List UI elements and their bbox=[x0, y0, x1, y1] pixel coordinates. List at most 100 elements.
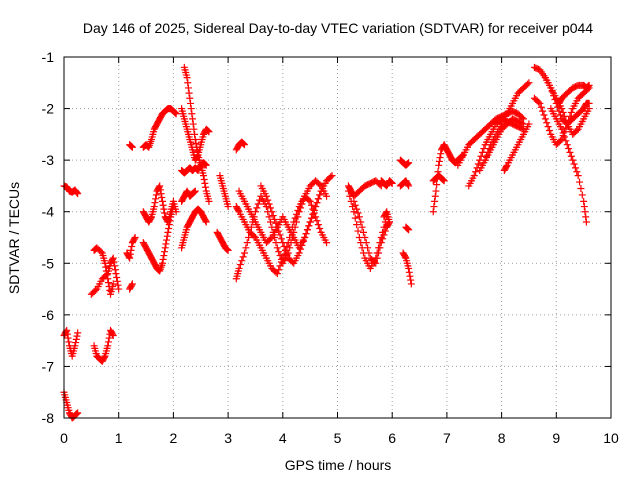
data-point bbox=[241, 249, 249, 257]
data-point bbox=[308, 214, 316, 222]
data-point bbox=[147, 214, 155, 222]
data-point bbox=[109, 280, 117, 288]
data-point bbox=[156, 186, 164, 194]
x-tick-label: 4 bbox=[279, 430, 287, 446]
data-point bbox=[298, 241, 306, 249]
data-point bbox=[354, 209, 362, 217]
y-tick-label: -4 bbox=[42, 204, 55, 220]
data-point bbox=[111, 262, 119, 270]
data-point bbox=[277, 258, 285, 266]
data-point bbox=[188, 110, 196, 118]
data-point bbox=[273, 270, 281, 278]
data-point bbox=[580, 197, 588, 205]
series-arc-26 bbox=[344, 187, 391, 272]
data-point bbox=[104, 275, 112, 283]
data-point bbox=[266, 204, 274, 212]
data-point bbox=[235, 264, 243, 272]
data-point bbox=[308, 201, 316, 209]
data-point bbox=[162, 240, 170, 248]
data-point bbox=[191, 188, 199, 196]
data-point bbox=[358, 223, 366, 231]
data-point bbox=[375, 249, 383, 257]
data-point bbox=[187, 105, 195, 113]
x-axis-label: GPS time / hours bbox=[285, 457, 392, 473]
data-point bbox=[73, 332, 81, 340]
data-point bbox=[275, 248, 283, 256]
data-point bbox=[200, 175, 208, 183]
data-point bbox=[105, 334, 113, 342]
data-point bbox=[435, 161, 443, 169]
data-point bbox=[184, 84, 192, 92]
data-point bbox=[185, 89, 193, 97]
data-point bbox=[470, 172, 478, 180]
data-point bbox=[365, 249, 373, 257]
data-point bbox=[537, 103, 545, 111]
data-point bbox=[407, 276, 415, 284]
data-point bbox=[566, 148, 574, 156]
data-point bbox=[104, 342, 112, 350]
data-point bbox=[302, 230, 310, 238]
data-point bbox=[223, 246, 231, 254]
series-arc-19 bbox=[216, 172, 232, 211]
data-point bbox=[64, 334, 72, 342]
data-point bbox=[518, 119, 526, 127]
data-point bbox=[388, 179, 396, 187]
data-point bbox=[403, 160, 411, 168]
data-point bbox=[202, 161, 210, 169]
data-point bbox=[204, 127, 212, 135]
data-point bbox=[558, 125, 566, 133]
data-point bbox=[265, 213, 273, 221]
data-point bbox=[359, 228, 367, 236]
data-point bbox=[151, 199, 159, 207]
data-point bbox=[275, 266, 283, 274]
data-point bbox=[102, 267, 110, 275]
series-arc-9 bbox=[126, 141, 136, 151]
data-point bbox=[536, 99, 544, 107]
data-point bbox=[563, 141, 571, 149]
series-arc-6 bbox=[90, 244, 117, 298]
data-point bbox=[127, 142, 135, 150]
data-point bbox=[190, 188, 198, 196]
series-arc-1 bbox=[60, 182, 82, 198]
series-arc-11 bbox=[139, 203, 177, 275]
data-point bbox=[114, 281, 122, 289]
data-point bbox=[430, 203, 438, 211]
y-tick-label: -8 bbox=[42, 410, 55, 426]
x-tick-label: 8 bbox=[498, 430, 506, 446]
data-point bbox=[241, 141, 249, 149]
data-point bbox=[276, 231, 284, 239]
series-arc-32 bbox=[399, 249, 415, 288]
data-point bbox=[570, 160, 578, 168]
data-point bbox=[191, 187, 199, 195]
data-point bbox=[128, 143, 136, 151]
data-point bbox=[559, 129, 567, 137]
data-point bbox=[277, 235, 285, 243]
data-point bbox=[223, 245, 231, 253]
series-arc-37 bbox=[465, 115, 527, 190]
data-point bbox=[316, 191, 324, 199]
data-point bbox=[382, 209, 390, 217]
data-point bbox=[201, 179, 209, 187]
data-point bbox=[280, 243, 288, 251]
series-arc-28 bbox=[377, 177, 396, 190]
data-point bbox=[273, 223, 281, 231]
data-point bbox=[401, 253, 409, 261]
data-point bbox=[309, 210, 317, 218]
data-point bbox=[403, 224, 411, 232]
data-point bbox=[361, 234, 369, 241]
series-arc-2 bbox=[60, 326, 82, 360]
data-point bbox=[163, 236, 171, 244]
x-tick-labels: 0 1 2 3 4 5 6 7 8 9 10 bbox=[60, 430, 619, 446]
series-arc-8 bbox=[126, 280, 136, 293]
data-point bbox=[199, 172, 207, 180]
data-point bbox=[571, 164, 579, 172]
data-point bbox=[404, 159, 412, 167]
data-point bbox=[110, 258, 118, 266]
data-point bbox=[314, 221, 322, 229]
y-tick-label: -2 bbox=[42, 101, 55, 117]
data-point bbox=[202, 183, 210, 191]
data-point bbox=[191, 130, 199, 138]
data-point bbox=[357, 218, 365, 226]
series-arc-4 bbox=[90, 326, 117, 365]
data-point bbox=[192, 139, 200, 147]
